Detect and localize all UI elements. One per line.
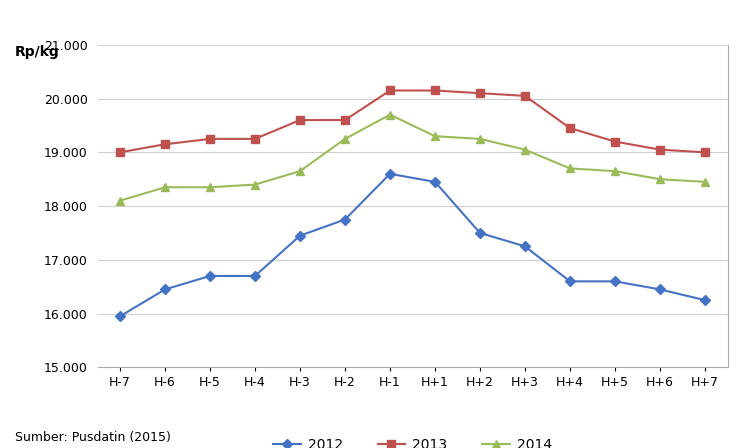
2013 xyxy=(566,125,574,131)
2014 xyxy=(251,182,260,187)
2013 xyxy=(430,88,439,93)
2013 xyxy=(340,117,350,123)
2013 xyxy=(656,147,664,152)
2014 xyxy=(610,168,620,174)
2014 xyxy=(520,147,530,152)
2012 xyxy=(116,314,124,319)
2014 xyxy=(656,177,664,182)
2014 xyxy=(296,168,304,174)
2013 xyxy=(386,88,394,93)
2012 xyxy=(160,287,170,292)
2012 xyxy=(700,297,709,303)
2013 xyxy=(116,150,124,155)
2014 xyxy=(476,136,484,142)
2014 xyxy=(386,112,394,117)
2012 xyxy=(656,287,664,292)
Line: 2012: 2012 xyxy=(116,170,709,320)
2014 xyxy=(206,185,214,190)
Line: 2014: 2014 xyxy=(116,111,709,205)
2013 xyxy=(476,90,484,96)
2014 xyxy=(430,134,439,139)
2014 xyxy=(160,185,170,190)
2013 xyxy=(700,150,709,155)
2012 xyxy=(566,279,574,284)
Legend: 2012, 2013, 2014: 2012, 2013, 2014 xyxy=(268,432,557,448)
2012 xyxy=(206,273,214,279)
2012 xyxy=(520,244,530,249)
2013 xyxy=(206,136,214,142)
2013 xyxy=(296,117,304,123)
2013 xyxy=(160,142,170,147)
Line: 2013: 2013 xyxy=(116,86,709,156)
2013 xyxy=(251,136,260,142)
2012 xyxy=(251,273,260,279)
2012 xyxy=(386,171,394,177)
2014 xyxy=(340,136,350,142)
2014 xyxy=(116,198,124,203)
2013 xyxy=(610,139,620,144)
2014 xyxy=(700,179,709,185)
2012 xyxy=(430,179,439,185)
Text: Rp/kg: Rp/kg xyxy=(15,45,60,59)
2012 xyxy=(340,217,350,222)
2012 xyxy=(296,233,304,238)
2012 xyxy=(476,230,484,236)
Text: Sumber: Pusdatin (2015): Sumber: Pusdatin (2015) xyxy=(15,431,171,444)
2012 xyxy=(610,279,620,284)
2014 xyxy=(566,166,574,171)
2013 xyxy=(520,93,530,99)
